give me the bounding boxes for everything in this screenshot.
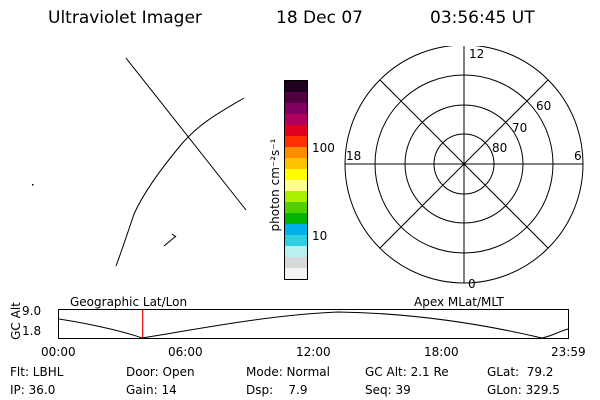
colorbar-segment <box>285 114 307 125</box>
x-tick-0000: 00:00 <box>41 345 76 359</box>
colorbar-segment <box>285 147 307 158</box>
colorbar-segment <box>285 158 307 169</box>
colorbar-segment <box>285 257 307 268</box>
colorbar-segment <box>285 81 307 92</box>
colorbar-segment <box>285 246 307 257</box>
colorbar-segment <box>285 136 307 147</box>
status-door: Door: Open <box>126 365 195 379</box>
colorbar-segment <box>285 268 307 279</box>
colorbar-units-label: photon cm⁻²s⁻¹ <box>268 138 282 232</box>
colorbar-segment <box>285 180 307 191</box>
meridian-line <box>125 57 247 211</box>
colorbar-segment <box>285 125 307 136</box>
lat-label-80: 80 <box>492 141 507 155</box>
status-ip: IP: 36.0 <box>10 383 56 397</box>
color-scale-bar <box>284 80 308 280</box>
mlt-label-6: 6 <box>574 149 582 163</box>
status-mode: Mode: Normal <box>246 365 330 379</box>
colorbar-segment <box>285 224 307 235</box>
colorbar-tick-100: 100 <box>312 141 335 155</box>
apex-coords-title: Apex MLat/MLT <box>414 295 504 309</box>
x-tick-0600: 06:00 <box>168 345 203 359</box>
x-tick-2359: 23:59 <box>551 345 586 359</box>
polar-diagonal-b <box>379 79 549 249</box>
coastline-curve <box>115 97 245 267</box>
altitude-timeline <box>58 309 569 339</box>
status-dsp: Dsp: 7.9 <box>246 383 308 397</box>
y-label-bottom: 1.8 <box>22 324 42 338</box>
status-filter: Flt: LBHL <box>10 365 64 379</box>
lat-label-60: 60 <box>536 99 551 113</box>
mlt-label-12: 12 <box>469 47 484 61</box>
colorbar-segment <box>285 202 307 213</box>
mlt-label-0: 0 <box>468 277 476 291</box>
mlt-label-18: 18 <box>346 149 361 163</box>
coastline-fragment <box>163 233 177 247</box>
gc-alt-axis-label: GC Alt <box>9 302 23 340</box>
colorbar-segment <box>285 213 307 224</box>
time-label: 03:56:45 UT <box>430 8 535 28</box>
lat-label-70: 70 <box>512 121 527 135</box>
map-dot <box>32 184 34 186</box>
colorbar-segment <box>285 92 307 103</box>
status-glon: GLon: 329.5 <box>487 383 560 397</box>
y-label-top: 9.0 <box>22 304 42 318</box>
x-tick-1200: 12:00 <box>296 345 331 359</box>
colorbar-segment <box>285 169 307 180</box>
x-tick-1800: 18:00 <box>424 345 459 359</box>
status-seq: Seq: 39 <box>365 383 411 397</box>
colorbar-tick-10: 10 <box>312 229 328 243</box>
timeline-frame <box>58 309 569 339</box>
colorbar-segment <box>285 235 307 246</box>
colorbar-segment <box>285 191 307 202</box>
date-label: 18 Dec 07 <box>276 8 363 28</box>
instrument-title: Ultraviolet Imager <box>48 8 202 28</box>
geographic-coords-title: Geographic Lat/Lon <box>70 295 188 309</box>
status-gc-alt: GC Alt: 2.1 Re <box>365 365 449 379</box>
colorbar-segment <box>285 103 307 114</box>
status-gain: Gain: 14 <box>126 383 177 397</box>
polar-grid: 12 18 6 0 60 70 80 <box>344 46 584 291</box>
geographic-map <box>32 57 247 267</box>
status-glat: GLat: 79.2 <box>487 365 554 379</box>
altitude-curve <box>58 311 569 339</box>
